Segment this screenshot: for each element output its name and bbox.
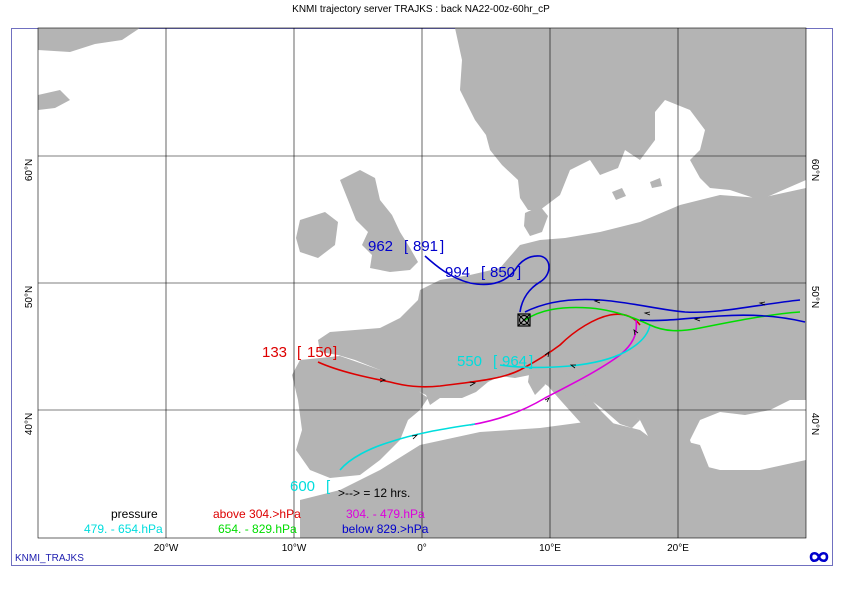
svg-text:[: [ [297,344,302,361]
trajectories [317,255,806,471]
lat-label: 40°N [809,413,820,435]
label-start: 550 [457,353,482,370]
page-title: KNMI trajectory server TRAJKS : back NA2… [292,4,550,15]
lat-label: 40°N [24,413,35,435]
label-994: 994 [ 850 ] [445,264,521,281]
svg-text:[: [ [326,478,331,495]
lat-label: 50°N [24,286,35,308]
legend-item-654: 654. - 829.hPa [218,522,297,536]
label-962: 962 [ 891 ] [368,238,444,255]
trajectory-cyan-a [339,423,476,471]
legend-arrow-note: >--> = 12 hrs. [338,486,410,500]
release-point-marker [517,313,531,327]
label-133: 133 [ 150 ] [262,344,337,361]
lon-label: 0° [417,543,427,554]
label-end: 150 [307,344,332,361]
lat-label: 50°N [809,286,820,308]
svg-text:[: [ [493,353,498,370]
knmi-logo-icon [809,551,829,563]
lon-label: 10°E [539,543,561,554]
land-masses [38,28,806,538]
lat-label: 60°N [809,159,820,181]
svg-text:]: ] [529,353,533,370]
legend-item-479: 479. - 654.hPa [84,522,163,536]
legend-item-below: below 829.>hPa [342,522,429,536]
svg-text:[: [ [481,264,486,281]
lon-label: 10°W [282,543,307,554]
latitude-labels-left: 60°N 50°N 40°N [24,159,35,435]
svg-text:]: ] [440,238,444,255]
label-550: 550 [ 964 ] [457,353,533,370]
svg-text:]: ] [517,264,521,281]
trajectory-blue-a [424,255,550,313]
label-start: 133 [262,344,287,361]
footer-credit: KNMI_TRAJKS [15,553,84,564]
label-start: 994 [445,264,470,281]
legend-item-above: above 304.>hPa [213,507,301,521]
trajectory-red [317,313,641,388]
label-end: 964 [502,353,527,370]
legend-title: pressure [111,507,158,521]
latitude-labels-right: 60°N 50°N 40°N [809,159,820,435]
lon-label: 20°E [667,543,689,554]
longitude-labels: 20°W 10°W 0° 10°E 20°E [154,543,690,554]
trajectory-blue-b [524,298,801,314]
trajectory-blue-c [639,314,806,323]
svg-text:]: ] [333,344,337,361]
label-end: 891 [413,238,438,255]
graticule [37,27,807,539]
trajectory-cyan-b [499,324,651,369]
trajectory-labels: 962 [ 891 ] 994 [ 850 ] 133 [ 150 ] 550 … [262,238,533,495]
legend: >--> = 12 hrs. pressure above 304.>hPa 3… [84,486,429,536]
label-start: 600 [290,478,315,495]
trajectory-green [524,306,801,332]
label-end: 850 [490,264,515,281]
label-start: 962 [368,238,393,255]
lon-label: 20°W [154,543,179,554]
lat-label: 60°N [24,159,35,181]
svg-text:[: [ [404,238,409,255]
label-600: 600 [ [290,478,331,495]
trajectory-magenta [469,319,638,426]
legend-item-304: 304. - 479.hPa [346,507,425,521]
